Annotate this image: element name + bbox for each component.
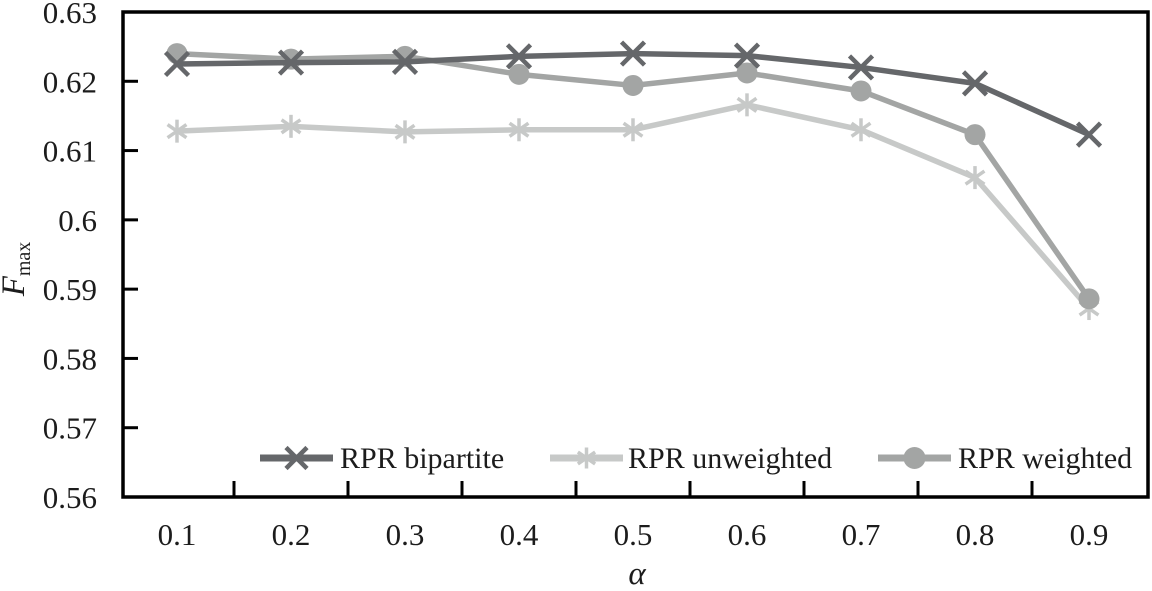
- cross-marker: [505, 43, 533, 70]
- asterisk-marker: [736, 96, 758, 113]
- y-axis-tick-label: 0.59: [43, 272, 97, 307]
- x-axis-tick-label: 0.3: [386, 517, 425, 552]
- y-axis-tick-label: 0.63: [43, 0, 97, 30]
- asterisk-marker: [166, 123, 188, 140]
- y-axis-tick-label: 0.58: [43, 341, 97, 376]
- x-axis-tick-label: 0.6: [728, 517, 767, 552]
- cross-marker: [391, 48, 419, 75]
- asterisk-marker: [394, 123, 416, 140]
- x-axis-tick-label: 0.8: [956, 517, 995, 552]
- y-axis-tick-label: 0.62: [43, 64, 97, 99]
- circle-marker: [1078, 288, 1100, 310]
- cross-marker: [619, 40, 647, 67]
- legend-label: RPR unweighted: [628, 442, 832, 475]
- plot-border: [121, 10, 1150, 499]
- x-axis-title: α: [628, 556, 646, 591]
- x-axis-tick-label: 0.2: [272, 517, 311, 552]
- circle-marker: [280, 48, 302, 70]
- y-axis-tick-label: 0.61: [43, 134, 97, 169]
- asterisk-marker: [964, 169, 986, 186]
- cross-marker: [284, 445, 309, 471]
- legend-label: RPR weighted: [958, 442, 1132, 475]
- cross-marker: [163, 50, 191, 78]
- x-axis-tick-label: 0.9: [1070, 517, 1109, 552]
- asterisk-marker: [850, 121, 872, 138]
- circle-marker: [964, 124, 986, 146]
- circle-marker: [508, 63, 530, 85]
- asterisk-marker: [576, 450, 597, 466]
- cross-marker: [961, 70, 989, 97]
- x-axis-tick-label: 0.7: [842, 517, 881, 552]
- cross-marker: [1075, 121, 1103, 148]
- x-axis-tick-label: 0.1: [158, 517, 197, 552]
- circle-marker: [903, 447, 926, 469]
- asterisk-marker: [622, 121, 644, 138]
- cross-marker: [847, 54, 875, 81]
- y-axis-title: Fmax: [0, 242, 35, 298]
- y-axis-tick-label: 0.56: [43, 480, 97, 515]
- x-axis-tick-label: 0.4: [500, 517, 539, 552]
- y-axis-tick-label: 0.57: [43, 411, 97, 446]
- cross-marker: [277, 49, 305, 76]
- y-axis-tick-label: 0.6: [58, 203, 97, 238]
- cross-marker: [733, 42, 761, 69]
- legend-label: RPR bipartite: [340, 442, 504, 475]
- circle-marker: [622, 74, 644, 96]
- asterisk-marker: [508, 121, 530, 138]
- circle-marker: [736, 62, 758, 84]
- x-axis-tick-label: 0.5: [614, 517, 653, 552]
- circle-marker: [850, 80, 872, 102]
- asterisk-marker: [280, 118, 302, 135]
